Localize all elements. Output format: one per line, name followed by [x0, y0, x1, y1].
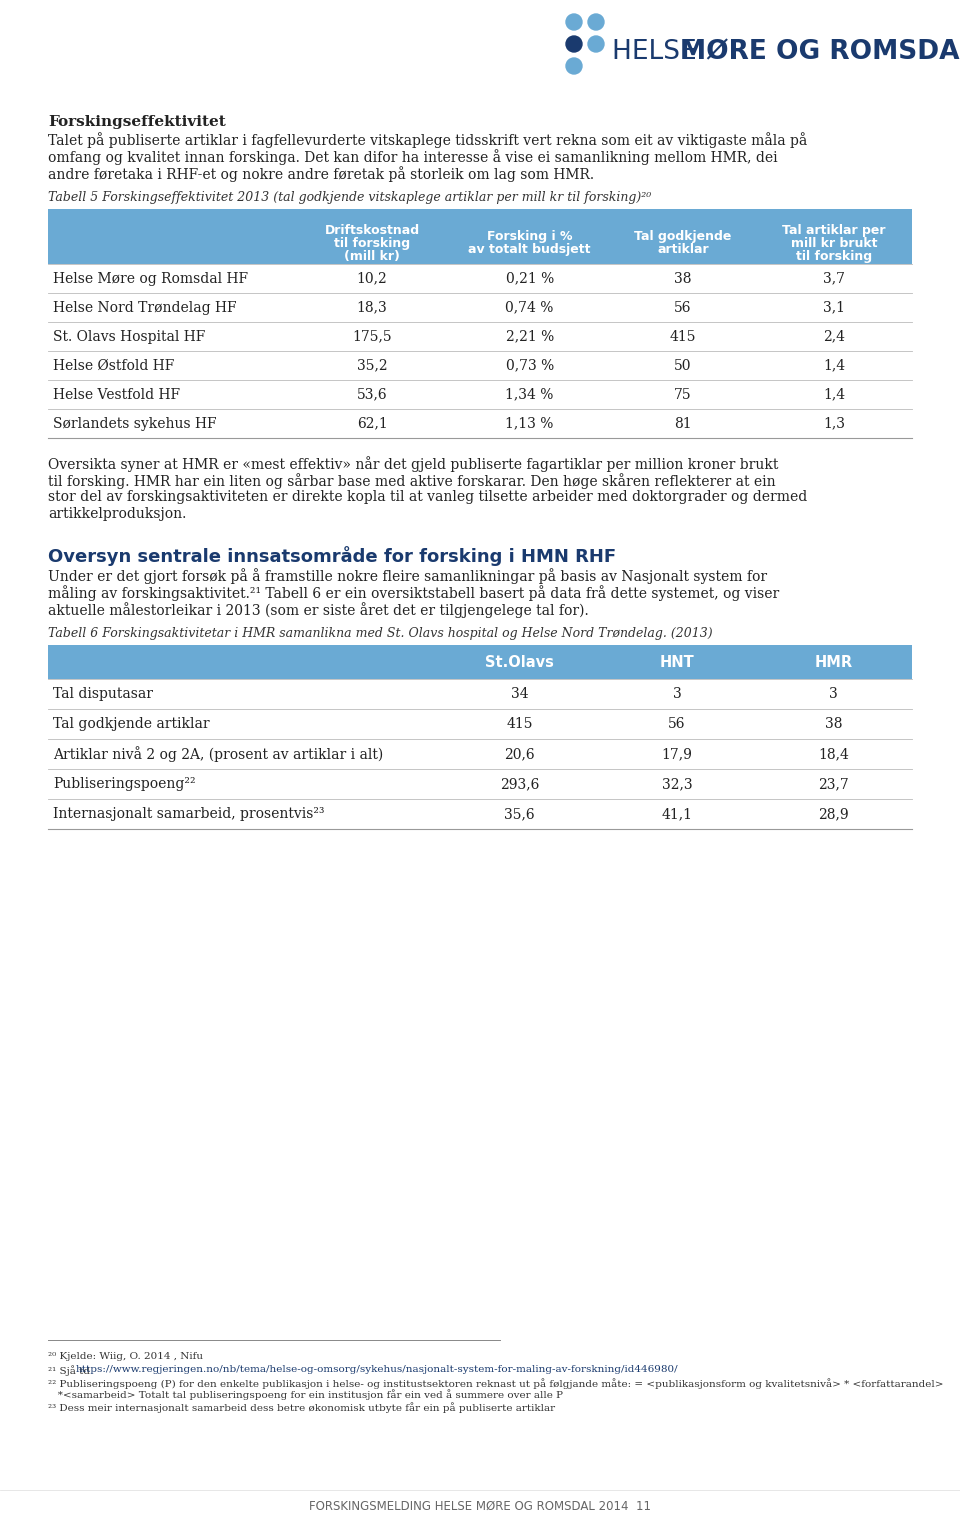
Text: 0,73 %: 0,73 %: [506, 358, 554, 373]
Text: til forsking: til forsking: [334, 237, 410, 249]
Text: 0,21 %: 0,21 %: [506, 272, 554, 285]
Text: andre føretaka i RHF-et og nokre andre føretak på storleik om lag som HMR.: andre føretaka i RHF-et og nokre andre f…: [48, 165, 594, 182]
Text: Publiseringspoeng²²: Publiseringspoeng²²: [53, 777, 196, 790]
Text: aktuelle målestorleikar i 2013 (som er siste året det er tilgjengelege tal for).: aktuelle målestorleikar i 2013 (som er s…: [48, 602, 588, 617]
Text: 1,4: 1,4: [823, 387, 846, 402]
Text: 20,6: 20,6: [504, 746, 535, 762]
Text: St.Olavs: St.Olavs: [486, 654, 554, 669]
Text: Tabell 5 Forskingseffektivitet 2013 (tal godkjende vitskaplege artiklar per mill: Tabell 5 Forskingseffektivitet 2013 (tal…: [48, 191, 651, 203]
Text: 18,4: 18,4: [818, 746, 850, 762]
Text: 81: 81: [674, 417, 692, 431]
Text: Artiklar nivå 2 og 2A, (prosent av artiklar i alt): Artiklar nivå 2 og 2A, (prosent av artik…: [53, 746, 383, 762]
Text: 2,21 %: 2,21 %: [506, 329, 554, 343]
Text: til forsking. HMR har ein liten og sårbar base med aktive forskarar. Den høge sk: til forsking. HMR har ein liten og sårba…: [48, 473, 776, 488]
Text: ²³ Dess meir internasjonalt samarbeid dess betre økonomisk utbyte får ein på pub: ²³ Dess meir internasjonalt samarbeid de…: [48, 1402, 555, 1412]
Circle shape: [588, 14, 604, 30]
Text: Tal godkjende artiklar: Tal godkjende artiklar: [53, 718, 209, 731]
Text: Helse Vestfold HF: Helse Vestfold HF: [53, 387, 180, 402]
Text: ²¹ Sjå td: ²¹ Sjå td: [48, 1365, 93, 1376]
Text: Under er det gjort forsøk på å framstille nokre fleire samanlikningar på basis a: Under er det gjort forsøk på å framstill…: [48, 567, 767, 584]
Text: Helse Østfold HF: Helse Østfold HF: [53, 358, 175, 373]
Text: Forsking i %: Forsking i %: [487, 231, 572, 243]
Text: måling av forskingsaktivitet.²¹ Tabell 6 er ein oversiktstabell basert på data f: måling av forskingsaktivitet.²¹ Tabell 6…: [48, 586, 780, 601]
Text: Tal artiklar per: Tal artiklar per: [782, 223, 886, 237]
Text: FORSKINGSMELDING HELSE MØRE OG ROMSDAL 2014  11: FORSKINGSMELDING HELSE MØRE OG ROMSDAL 2…: [309, 1500, 651, 1512]
Text: Forskingseffektivitet: Forskingseffektivitet: [48, 115, 226, 129]
Bar: [48, 209, 912, 264]
Text: 56: 56: [668, 718, 685, 731]
Text: Driftskostnad: Driftskostnad: [324, 223, 420, 237]
Text: av totalt budsjett: av totalt budsjett: [468, 243, 591, 256]
Text: 3,1: 3,1: [824, 300, 845, 314]
Text: ²² Publiseringspoeng (P) for den enkelte publikasjon i helse- og institustsektor: ²² Publiseringspoeng (P) for den enkelte…: [48, 1377, 944, 1388]
Text: 293,6: 293,6: [500, 777, 540, 790]
Text: 62,1: 62,1: [356, 417, 388, 431]
Text: 75: 75: [674, 387, 692, 402]
Text: Sørlandets sykehus HF: Sørlandets sykehus HF: [53, 417, 217, 431]
Text: Talet på publiserte artiklar i fagfellevurderte vitskaplege tidsskrift vert rekn: Talet på publiserte artiklar i fagfellev…: [48, 132, 807, 147]
Text: 3,7: 3,7: [824, 272, 845, 285]
Text: 53,6: 53,6: [357, 387, 387, 402]
Text: 1,4: 1,4: [823, 358, 846, 373]
Bar: [48, 645, 912, 680]
Text: 35,6: 35,6: [504, 807, 535, 821]
Text: 175,5: 175,5: [352, 329, 392, 343]
Text: Internasjonalt samarbeid, prosentvis²³: Internasjonalt samarbeid, prosentvis²³: [53, 807, 324, 821]
Text: artiklar: artiklar: [658, 243, 708, 256]
Circle shape: [588, 36, 604, 52]
Text: 23,7: 23,7: [819, 777, 850, 790]
Text: https://www.regjeringen.no/nb/tema/helse-og-omsorg/sykehus/nasjonalt-system-for-: https://www.regjeringen.no/nb/tema/helse…: [76, 1365, 679, 1374]
Text: 38: 38: [825, 718, 843, 731]
Text: 415: 415: [670, 329, 696, 343]
Circle shape: [566, 14, 582, 30]
Text: ²⁰ Kjelde: Wiig, O. 2014 , Nifu: ²⁰ Kjelde: Wiig, O. 2014 , Nifu: [48, 1352, 203, 1361]
Text: HNT: HNT: [660, 654, 694, 669]
Text: mill kr brukt: mill kr brukt: [791, 237, 877, 249]
Text: 50: 50: [674, 358, 692, 373]
Text: 34: 34: [511, 687, 529, 701]
Text: 28,9: 28,9: [819, 807, 850, 821]
Text: Oversikta syner at HMR er «mest effektiv» når det gjeld publiserte fagartiklar p: Oversikta syner at HMR er «mest effektiv…: [48, 457, 779, 472]
Text: 32,3: 32,3: [661, 777, 692, 790]
Circle shape: [566, 58, 582, 74]
Text: Helse Nord Trøndelag HF: Helse Nord Trøndelag HF: [53, 300, 236, 314]
Text: HELSE: HELSE: [612, 39, 705, 65]
Text: 38: 38: [674, 272, 692, 285]
Circle shape: [566, 36, 582, 52]
Text: 2,4: 2,4: [824, 329, 845, 343]
Text: stor del av forskingsaktiviteten er direkte kopla til at vanleg tilsette arbeide: stor del av forskingsaktiviteten er dire…: [48, 490, 807, 504]
Text: 17,9: 17,9: [661, 746, 692, 762]
Text: Oversyn sentrale innsatsområde for forsking i HMN RHF: Oversyn sentrale innsatsområde for forsk…: [48, 546, 616, 566]
Text: 3: 3: [829, 687, 838, 701]
Text: 18,3: 18,3: [356, 300, 388, 314]
Text: (mill kr): (mill kr): [344, 249, 400, 262]
Text: artikkelproduksjon.: artikkelproduksjon.: [48, 507, 186, 520]
Text: 1,13 %: 1,13 %: [506, 417, 554, 431]
Text: MØRE OG ROMSDAL: MØRE OG ROMSDAL: [680, 39, 960, 65]
Text: Tabell 6 Forskingsaktivitetar i HMR samanlikna med St. Olavs hospital og Helse N: Tabell 6 Forskingsaktivitetar i HMR sama…: [48, 627, 712, 640]
Text: Helse Møre og Romsdal HF: Helse Møre og Romsdal HF: [53, 272, 248, 285]
Text: 3: 3: [673, 687, 682, 701]
Text: St. Olavs Hospital HF: St. Olavs Hospital HF: [53, 329, 205, 343]
Text: 35,2: 35,2: [357, 358, 387, 373]
Text: 1,3: 1,3: [824, 417, 845, 431]
Text: 0,74 %: 0,74 %: [506, 300, 554, 314]
Text: 41,1: 41,1: [661, 807, 692, 821]
Text: omfang og kvalitet innan forskinga. Det kan difor ha interesse å vise ei samanli: omfang og kvalitet innan forskinga. Det …: [48, 149, 778, 165]
Text: Tal godkjende: Tal godkjende: [635, 231, 732, 243]
Text: 56: 56: [674, 300, 692, 314]
Text: 10,2: 10,2: [356, 272, 388, 285]
Text: 1,34 %: 1,34 %: [506, 387, 554, 402]
Text: HMR: HMR: [815, 654, 852, 669]
Text: *<samarbeid> Totalt tal publiseringspoeng for ein institusjon får ein ved å summ: *<samarbeid> Totalt tal publiseringspoen…: [48, 1390, 563, 1400]
Text: 415: 415: [507, 718, 533, 731]
Text: Tal disputasar: Tal disputasar: [53, 687, 153, 701]
Text: til forsking: til forsking: [796, 249, 873, 262]
